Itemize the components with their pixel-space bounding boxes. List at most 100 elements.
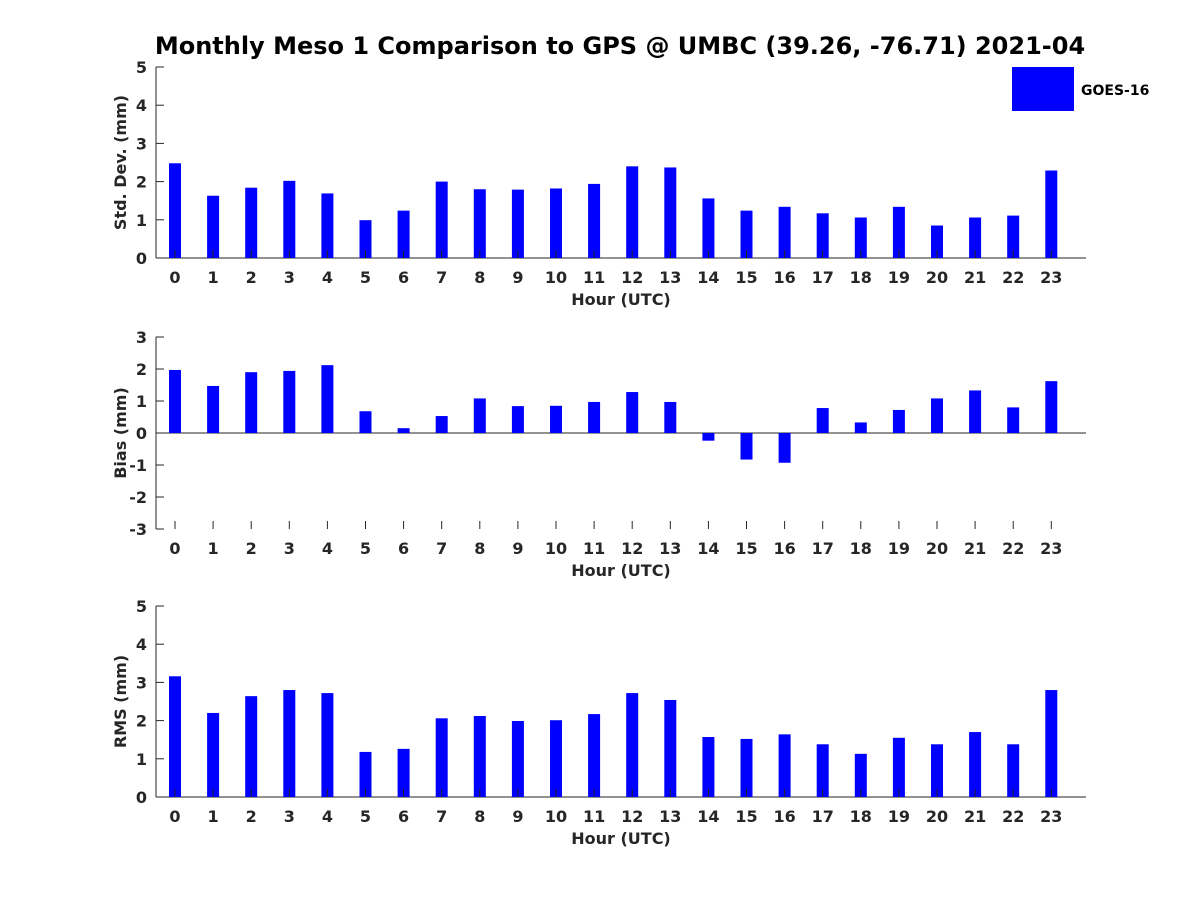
rms-x-tick-label: 9 [512, 807, 523, 826]
stddev-bar-hour-11 [588, 183, 601, 258]
bias-y-axis-label: Bias (mm) [111, 387, 130, 479]
bias-y-tick-label: -1 [129, 456, 147, 475]
bias-x-tick-label: 8 [474, 539, 485, 558]
stddev-y-tick-label: 0 [136, 249, 147, 268]
stddev-x-tick-label: 0 [169, 268, 180, 287]
stddev-x-tick-label: 8 [474, 268, 485, 287]
rms-x-axis-label: Hour (UTC) [571, 829, 671, 848]
stddev-y-tick-label: 4 [136, 96, 147, 115]
bias-bar-hour-14 [702, 433, 715, 441]
rms-x-tick-label: 0 [169, 807, 180, 826]
bias-x-tick-label: 16 [773, 539, 795, 558]
bias-x-tick-label: 13 [659, 539, 681, 558]
bias-x-tick-label: 5 [360, 539, 371, 558]
bias-y-tick-label: -2 [129, 488, 147, 507]
rms-bar-hour-22 [1007, 744, 1020, 797]
stddev-x-tick-label: 20 [926, 268, 948, 287]
bias-x-tick-label: 2 [246, 539, 257, 558]
bias-bar-hour-21 [969, 390, 982, 433]
stddev-x-tick-label: 18 [850, 268, 872, 287]
bias-bar-hour-5 [359, 411, 372, 433]
rms-bar-hour-2 [245, 696, 258, 797]
bias-x-tick-label: 1 [208, 539, 219, 558]
stddev-bar-hour-21 [969, 217, 982, 258]
bias-x-tick-label: 4 [322, 539, 333, 558]
rms-x-tick-label: 1 [208, 807, 219, 826]
bias-bar-hour-9 [511, 406, 524, 433]
rms-y-tick-label: 1 [136, 750, 147, 769]
stddev-y-axis-label: Std. Dev. (mm) [111, 95, 130, 230]
rms-bar-hour-5 [359, 751, 372, 797]
legend-swatch [1012, 67, 1074, 111]
stddev-bar-hour-17 [816, 213, 829, 258]
legend-label: GOES-16 [1081, 83, 1149, 99]
stddev-bar-hour-14 [702, 198, 715, 258]
rms-bar-hour-20 [931, 744, 943, 797]
bias-bar-hour-1 [207, 385, 220, 433]
stddev-x-tick-label: 12 [621, 268, 643, 287]
rms-x-tick-label: 8 [474, 807, 485, 826]
stddev-y-tick-label: 1 [136, 211, 147, 230]
rms-bar-hour-0 [169, 676, 181, 797]
bias-x-tick-label: 20 [926, 539, 948, 558]
rms-x-tick-label: 11 [583, 807, 605, 826]
rms-x-tick-label: 6 [398, 807, 409, 826]
stddev-y-tick-label: 2 [136, 173, 147, 192]
rms-y-axis-label: RMS (mm) [111, 655, 130, 748]
stddev-bar-hour-1 [207, 195, 220, 258]
bias-bar-hour-10 [550, 405, 562, 433]
rms-bar-hour-8 [473, 716, 486, 797]
rms-x-tick-label: 7 [436, 807, 447, 826]
bias-x-tick-label: 12 [621, 539, 643, 558]
stddev-bar-hour-23 [1045, 170, 1058, 258]
stddev-x-tick-label: 15 [735, 268, 757, 287]
stddev-bar-hour-16 [778, 206, 791, 258]
bias-x-tick-label: 22 [1002, 539, 1024, 558]
bias-bar-hour-17 [816, 408, 829, 433]
rms-y-tick-label: 2 [136, 712, 147, 731]
rms-x-tick-label: 19 [888, 807, 910, 826]
bias-bar-hour-4 [321, 365, 334, 433]
rms-bar-hour-16 [778, 734, 791, 797]
stddev-x-tick-label: 3 [284, 268, 295, 287]
stddev-x-tick-label: 1 [208, 268, 219, 287]
stddev-x-tick-label: 2 [246, 268, 257, 287]
stddev-bar-hour-10 [550, 188, 562, 258]
rms-x-tick-label: 16 [773, 807, 795, 826]
rms-bar-hour-15 [740, 738, 753, 797]
stddev-x-tick-label: 11 [583, 268, 605, 287]
stddev-x-tick-label: 19 [888, 268, 910, 287]
rms-x-tick-label: 20 [926, 807, 948, 826]
chart-title: Monthly Meso 1 Comparison to GPS @ UMBC … [155, 32, 1085, 60]
rms-x-tick-label: 13 [659, 807, 681, 826]
rms-bar-hour-21 [969, 732, 982, 797]
stddev-bar-hour-22 [1007, 215, 1020, 258]
bias-x-tick-label: 6 [398, 539, 409, 558]
rms-bar-hour-7 [435, 718, 448, 797]
bias-x-tick-label: 21 [964, 539, 986, 558]
bias-x-tick-label: 7 [436, 539, 447, 558]
rms-bar-hour-9 [511, 720, 524, 797]
bias-bar-hour-11 [588, 401, 601, 433]
bias-bar-hour-3 [283, 370, 296, 433]
stddev-x-tick-label: 10 [545, 268, 567, 287]
rms-x-tick-label: 10 [545, 807, 567, 826]
rms-x-tick-label: 17 [812, 807, 834, 826]
rms-x-tick-label: 22 [1002, 807, 1024, 826]
rms-x-tick-label: 5 [360, 807, 371, 826]
stddev-x-tick-label: 6 [398, 268, 409, 287]
bias-x-tick-label: 23 [1040, 539, 1062, 558]
bias-bar-hour-7 [435, 416, 448, 433]
stddev-x-tick-label: 5 [360, 268, 371, 287]
bias-bar-hour-6 [397, 428, 410, 433]
bias-x-tick-label: 14 [697, 539, 719, 558]
bias-x-tick-label: 11 [583, 539, 605, 558]
rms-bar-hour-1 [207, 712, 220, 797]
stddev-x-tick-label: 4 [322, 268, 333, 287]
rms-x-tick-label: 14 [697, 807, 719, 826]
bias-y-tick-label: -3 [129, 520, 147, 539]
bias-bar-hour-19 [892, 409, 905, 433]
